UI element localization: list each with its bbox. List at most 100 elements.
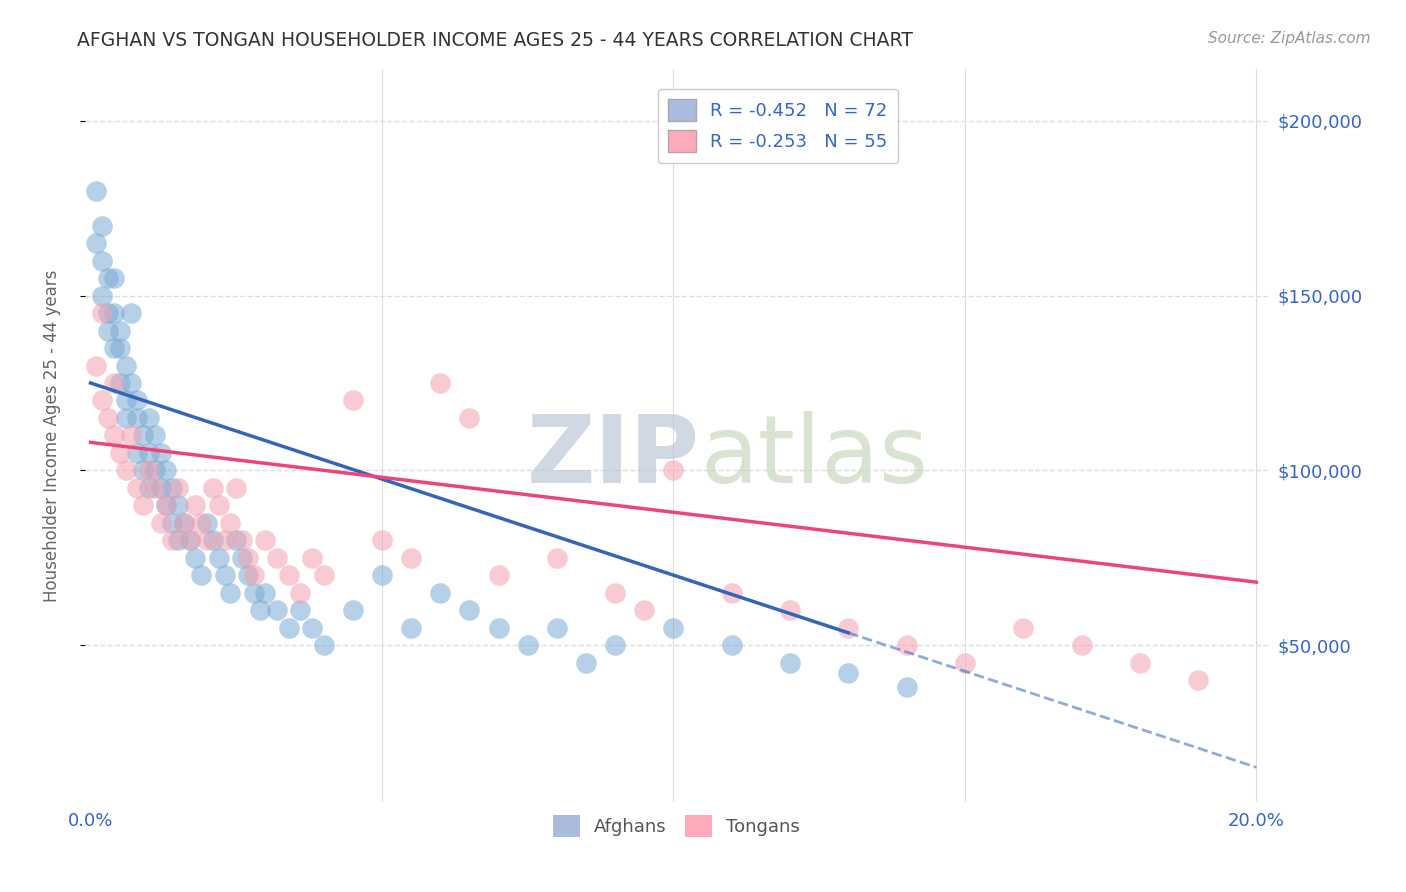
Point xyxy=(312,638,335,652)
Point xyxy=(120,428,142,442)
Point xyxy=(155,498,177,512)
Point xyxy=(173,516,195,530)
Point xyxy=(231,533,253,548)
Point xyxy=(575,656,598,670)
Point xyxy=(458,411,481,425)
Y-axis label: Householder Income Ages 25 - 44 years: Householder Income Ages 25 - 44 years xyxy=(44,269,60,601)
Point xyxy=(662,621,685,635)
Point xyxy=(488,621,510,635)
Point xyxy=(208,498,231,512)
Point xyxy=(143,481,166,495)
Point xyxy=(254,533,277,548)
Point xyxy=(132,463,155,477)
Point xyxy=(277,568,299,582)
Point xyxy=(277,621,299,635)
Point xyxy=(242,568,264,582)
Point xyxy=(633,603,655,617)
Point xyxy=(127,481,149,495)
Point xyxy=(662,463,685,477)
Point xyxy=(86,184,108,198)
Text: Source: ZipAtlas.com: Source: ZipAtlas.com xyxy=(1208,31,1371,46)
Point xyxy=(114,393,136,408)
Point xyxy=(184,550,207,565)
Point xyxy=(301,621,323,635)
Point xyxy=(138,411,160,425)
Point xyxy=(86,236,108,251)
Point xyxy=(214,533,236,548)
Point xyxy=(127,446,149,460)
Point xyxy=(1129,656,1152,670)
Point xyxy=(837,665,859,680)
Point xyxy=(290,603,312,617)
Point xyxy=(91,253,114,268)
Point xyxy=(160,516,183,530)
Point xyxy=(97,271,120,285)
Point xyxy=(97,306,120,320)
Point xyxy=(1187,673,1209,687)
Point xyxy=(97,324,120,338)
Point xyxy=(103,428,125,442)
Point xyxy=(546,621,568,635)
Point xyxy=(429,376,451,390)
Point xyxy=(605,585,627,599)
Point xyxy=(201,481,224,495)
Point xyxy=(108,376,131,390)
Point xyxy=(86,359,108,373)
Point xyxy=(219,516,242,530)
Point xyxy=(242,585,264,599)
Point xyxy=(290,585,312,599)
Point xyxy=(184,498,207,512)
Point xyxy=(399,621,422,635)
Point xyxy=(190,516,212,530)
Point xyxy=(953,656,976,670)
Point xyxy=(143,428,166,442)
Point xyxy=(231,550,253,565)
Point xyxy=(91,288,114,302)
Point xyxy=(120,306,142,320)
Point xyxy=(371,568,394,582)
Point xyxy=(342,603,364,617)
Point xyxy=(779,656,801,670)
Point xyxy=(214,568,236,582)
Point xyxy=(114,411,136,425)
Point xyxy=(1012,621,1035,635)
Point xyxy=(167,533,190,548)
Text: AFGHAN VS TONGAN HOUSEHOLDER INCOME AGES 25 - 44 YEARS CORRELATION CHART: AFGHAN VS TONGAN HOUSEHOLDER INCOME AGES… xyxy=(77,31,914,50)
Point xyxy=(132,498,155,512)
Point xyxy=(143,463,166,477)
Legend: Afghans, Tongans: Afghans, Tongans xyxy=(546,808,807,845)
Point xyxy=(458,603,481,617)
Point xyxy=(167,481,190,495)
Point xyxy=(605,638,627,652)
Point xyxy=(103,271,125,285)
Point xyxy=(149,446,172,460)
Point xyxy=(896,680,918,694)
Point xyxy=(103,376,125,390)
Point xyxy=(190,568,212,582)
Point xyxy=(720,638,742,652)
Point xyxy=(266,550,288,565)
Point xyxy=(138,481,160,495)
Point xyxy=(149,516,172,530)
Point xyxy=(516,638,538,652)
Point xyxy=(173,516,195,530)
Point xyxy=(167,498,190,512)
Point xyxy=(488,568,510,582)
Point xyxy=(225,481,247,495)
Point xyxy=(236,568,259,582)
Point xyxy=(249,603,271,617)
Point xyxy=(720,585,742,599)
Point xyxy=(149,481,172,495)
Point xyxy=(429,585,451,599)
Text: ZIP: ZIP xyxy=(527,411,700,503)
Point xyxy=(896,638,918,652)
Point xyxy=(132,428,155,442)
Point xyxy=(91,393,114,408)
Point xyxy=(127,393,149,408)
Point xyxy=(91,219,114,233)
Point xyxy=(120,376,142,390)
Point xyxy=(236,550,259,565)
Point xyxy=(301,550,323,565)
Point xyxy=(103,306,125,320)
Point xyxy=(195,516,218,530)
